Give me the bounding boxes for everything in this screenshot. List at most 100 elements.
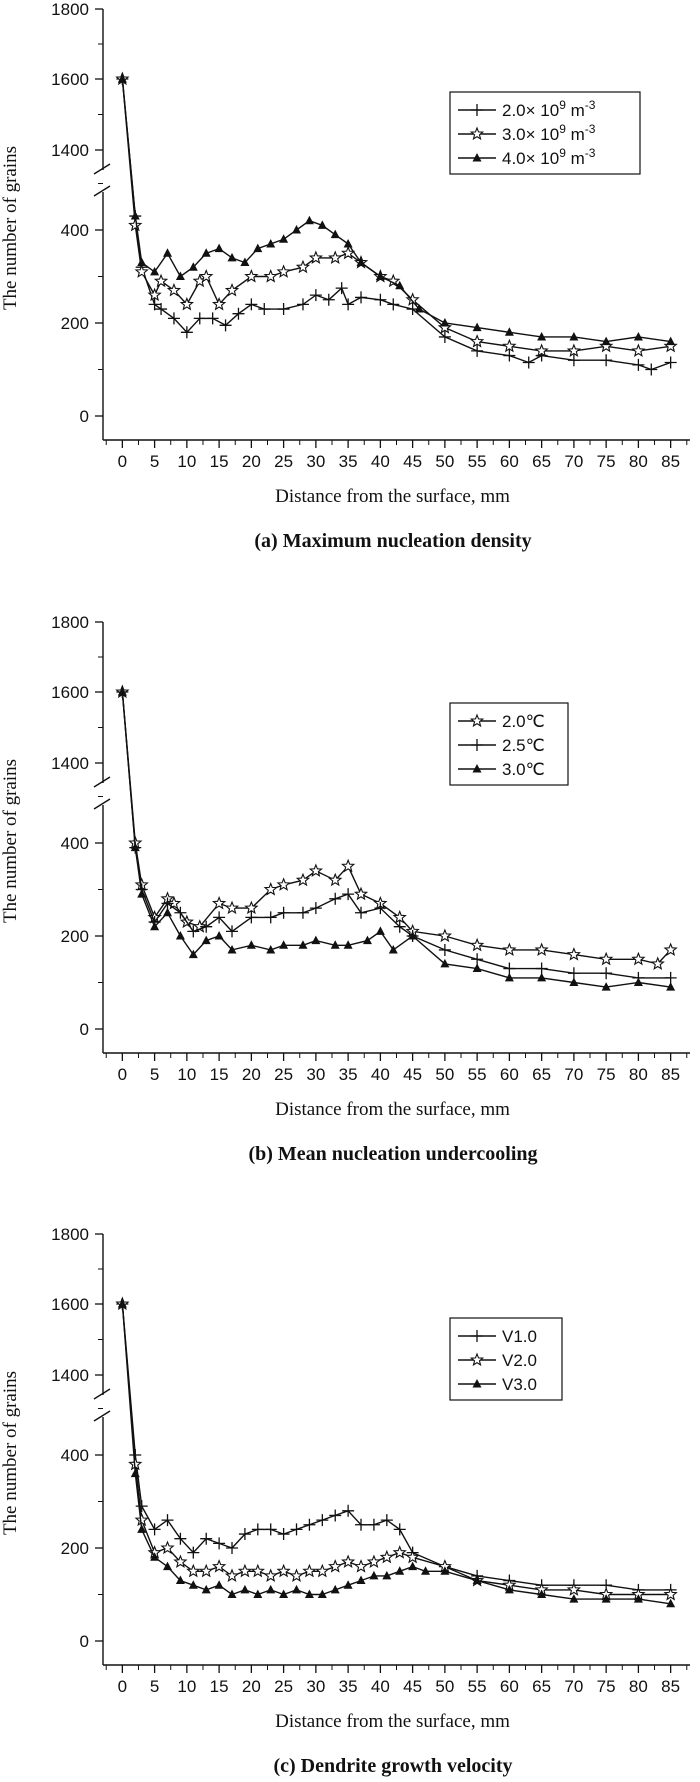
- data-point: [471, 104, 483, 116]
- data-point: [386, 273, 401, 288]
- legend-entry: V2.0: [502, 1351, 537, 1370]
- data-point: [134, 1512, 149, 1527]
- x-tick-label: 45: [403, 452, 422, 471]
- data-point: [279, 940, 289, 949]
- data-point: [308, 250, 324, 264]
- legend-superscript: 9: [559, 98, 566, 112]
- y-tick-label: 200: [61, 314, 89, 333]
- data-point: [392, 1545, 407, 1559]
- y-axis-label: The number of grains: [0, 1371, 21, 1535]
- axis-break-mark: [93, 163, 111, 175]
- data-point: [150, 921, 160, 931]
- data-point: [537, 331, 547, 341]
- y-axis-label: The number of grains: [0, 146, 21, 310]
- data-point: [440, 958, 450, 968]
- data-point: [244, 268, 259, 283]
- x-tick-label: 80: [629, 1677, 648, 1696]
- data-point: [187, 925, 200, 938]
- x-tick-label: 5: [150, 452, 159, 471]
- data-point: [330, 1584, 340, 1594]
- data-point: [137, 1524, 147, 1533]
- data-point: [188, 1580, 198, 1589]
- axis-break-mark: [93, 1388, 111, 1400]
- series-3: [117, 1299, 676, 1608]
- data-point: [175, 1575, 185, 1585]
- data-point: [117, 1299, 127, 1308]
- data-point: [163, 248, 173, 257]
- data-point: [137, 257, 147, 267]
- x-tick-label: 15: [210, 452, 229, 471]
- data-point: [130, 1468, 140, 1478]
- data-point: [315, 1563, 330, 1578]
- data-point: [175, 271, 185, 280]
- x-tick-label: 25: [274, 1065, 293, 1084]
- x-tick-label: 85: [661, 452, 680, 471]
- data-point: [292, 225, 302, 234]
- data-point: [160, 1540, 175, 1555]
- data-point: [535, 962, 548, 975]
- data-point: [362, 935, 372, 945]
- series-line: [121, 1303, 671, 1605]
- data-point: [645, 363, 658, 376]
- data-point: [264, 911, 277, 924]
- data-point: [329, 1509, 342, 1522]
- data-point: [245, 911, 258, 924]
- data-point: [179, 296, 194, 311]
- y-tick-label: 400: [61, 221, 89, 240]
- data-point: [437, 928, 453, 943]
- x-tick-label: 5: [150, 1065, 159, 1084]
- data-point: [440, 1566, 450, 1575]
- data-point: [211, 296, 227, 311]
- x-tick-label: 10: [177, 452, 196, 471]
- data-point: [161, 1514, 174, 1527]
- x-tick-label: 20: [242, 452, 261, 471]
- data-point: [342, 1504, 355, 1517]
- data-point: [226, 925, 239, 938]
- data-point: [188, 262, 198, 271]
- data-point: [534, 942, 549, 957]
- data-point: [308, 863, 324, 877]
- y-tick-label: 0: [80, 1632, 89, 1651]
- legend: 2.0× 109 m-33.0× 109 m-34.0× 109 m-3: [449, 91, 641, 175]
- data-point: [161, 897, 174, 910]
- x-tick-label: 0: [118, 1677, 127, 1696]
- data-point: [276, 264, 291, 278]
- x-axis-label: Distance from the surface, mm: [275, 1711, 510, 1732]
- data-point: [240, 257, 250, 267]
- data-point: [328, 1559, 343, 1573]
- x-tick-label: 35: [339, 1677, 358, 1696]
- x-axis-label: Distance from the surface, mm: [275, 486, 510, 507]
- x-tick-label: 55: [468, 1065, 487, 1084]
- data-point: [601, 1594, 611, 1603]
- data-point: [663, 338, 678, 353]
- data-point: [355, 906, 368, 919]
- data-point: [317, 1589, 327, 1598]
- data-point: [148, 298, 161, 311]
- data-point: [472, 322, 482, 332]
- data-point: [387, 298, 400, 311]
- data-point: [601, 982, 611, 991]
- data-point: [201, 248, 211, 257]
- data-point: [155, 303, 168, 316]
- chart-panel-a: 1400 1600 1800 0 200 400 0 5 10 15 20 25 30 35 40 45 50 5…: [0, 0, 690, 552]
- data-point: [175, 931, 185, 940]
- data-point: [201, 935, 211, 945]
- x-tick-label: 0: [118, 452, 127, 471]
- data-point: [224, 282, 240, 297]
- data-point: [237, 1563, 253, 1578]
- data-point: [200, 920, 213, 933]
- data-point: [566, 343, 582, 357]
- series-1: [116, 73, 677, 376]
- data-point: [380, 1514, 393, 1527]
- data-point: [166, 282, 182, 297]
- data-point: [253, 1589, 263, 1598]
- data-point: [469, 126, 485, 141]
- data-point: [633, 331, 643, 341]
- data-point: [440, 318, 450, 327]
- x-tick-label: 10: [177, 1677, 196, 1696]
- x-tick-label: 80: [629, 1065, 648, 1084]
- data-point: [438, 330, 451, 343]
- panel-caption: (c) Dendrite growth velocity: [273, 1755, 512, 1777]
- data-point: [356, 257, 366, 267]
- data-point: [367, 1518, 380, 1531]
